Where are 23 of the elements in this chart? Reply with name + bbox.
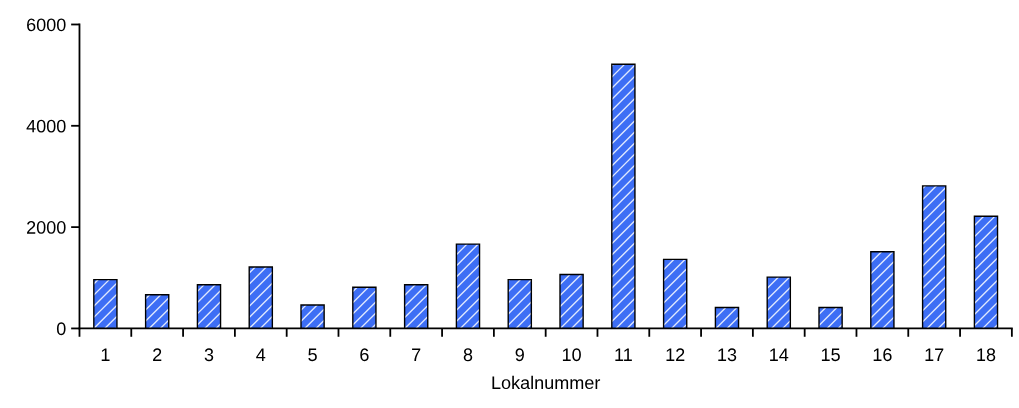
x-tick-label: 18 <box>977 348 996 362</box>
y-tick-label: 6000 <box>27 18 66 32</box>
x-tick-label: 3 <box>204 348 214 362</box>
x-tick-label: 9 <box>515 348 524 362</box>
x-tick-label: 17 <box>925 348 944 361</box>
x-tick-label: 5 <box>308 348 317 362</box>
x-tick-label: 16 <box>873 348 892 362</box>
x-tick-label: 11 <box>615 348 632 361</box>
x-axis-title: Lokalnummer <box>492 375 601 390</box>
y-tick-label: 0 <box>56 322 66 336</box>
x-tick-label: 13 <box>718 348 737 362</box>
x-tick-label: 8 <box>463 348 473 362</box>
x-tick-label: 2 <box>153 348 162 361</box>
x-tick-label: 6 <box>360 348 369 362</box>
x-tick-label: 14 <box>770 348 789 361</box>
y-tick-label: 2000 <box>27 221 66 234</box>
x-tick-label: 10 <box>562 348 581 362</box>
x-tick-label: 15 <box>821 348 840 362</box>
x-tick-label: 1 <box>101 348 110 361</box>
x-tick-label: 4 <box>256 348 266 361</box>
x-tick-label: 7 <box>412 348 421 361</box>
x-tick-label: 12 <box>666 348 685 361</box>
y-tick-label: 4000 <box>26 119 66 133</box>
